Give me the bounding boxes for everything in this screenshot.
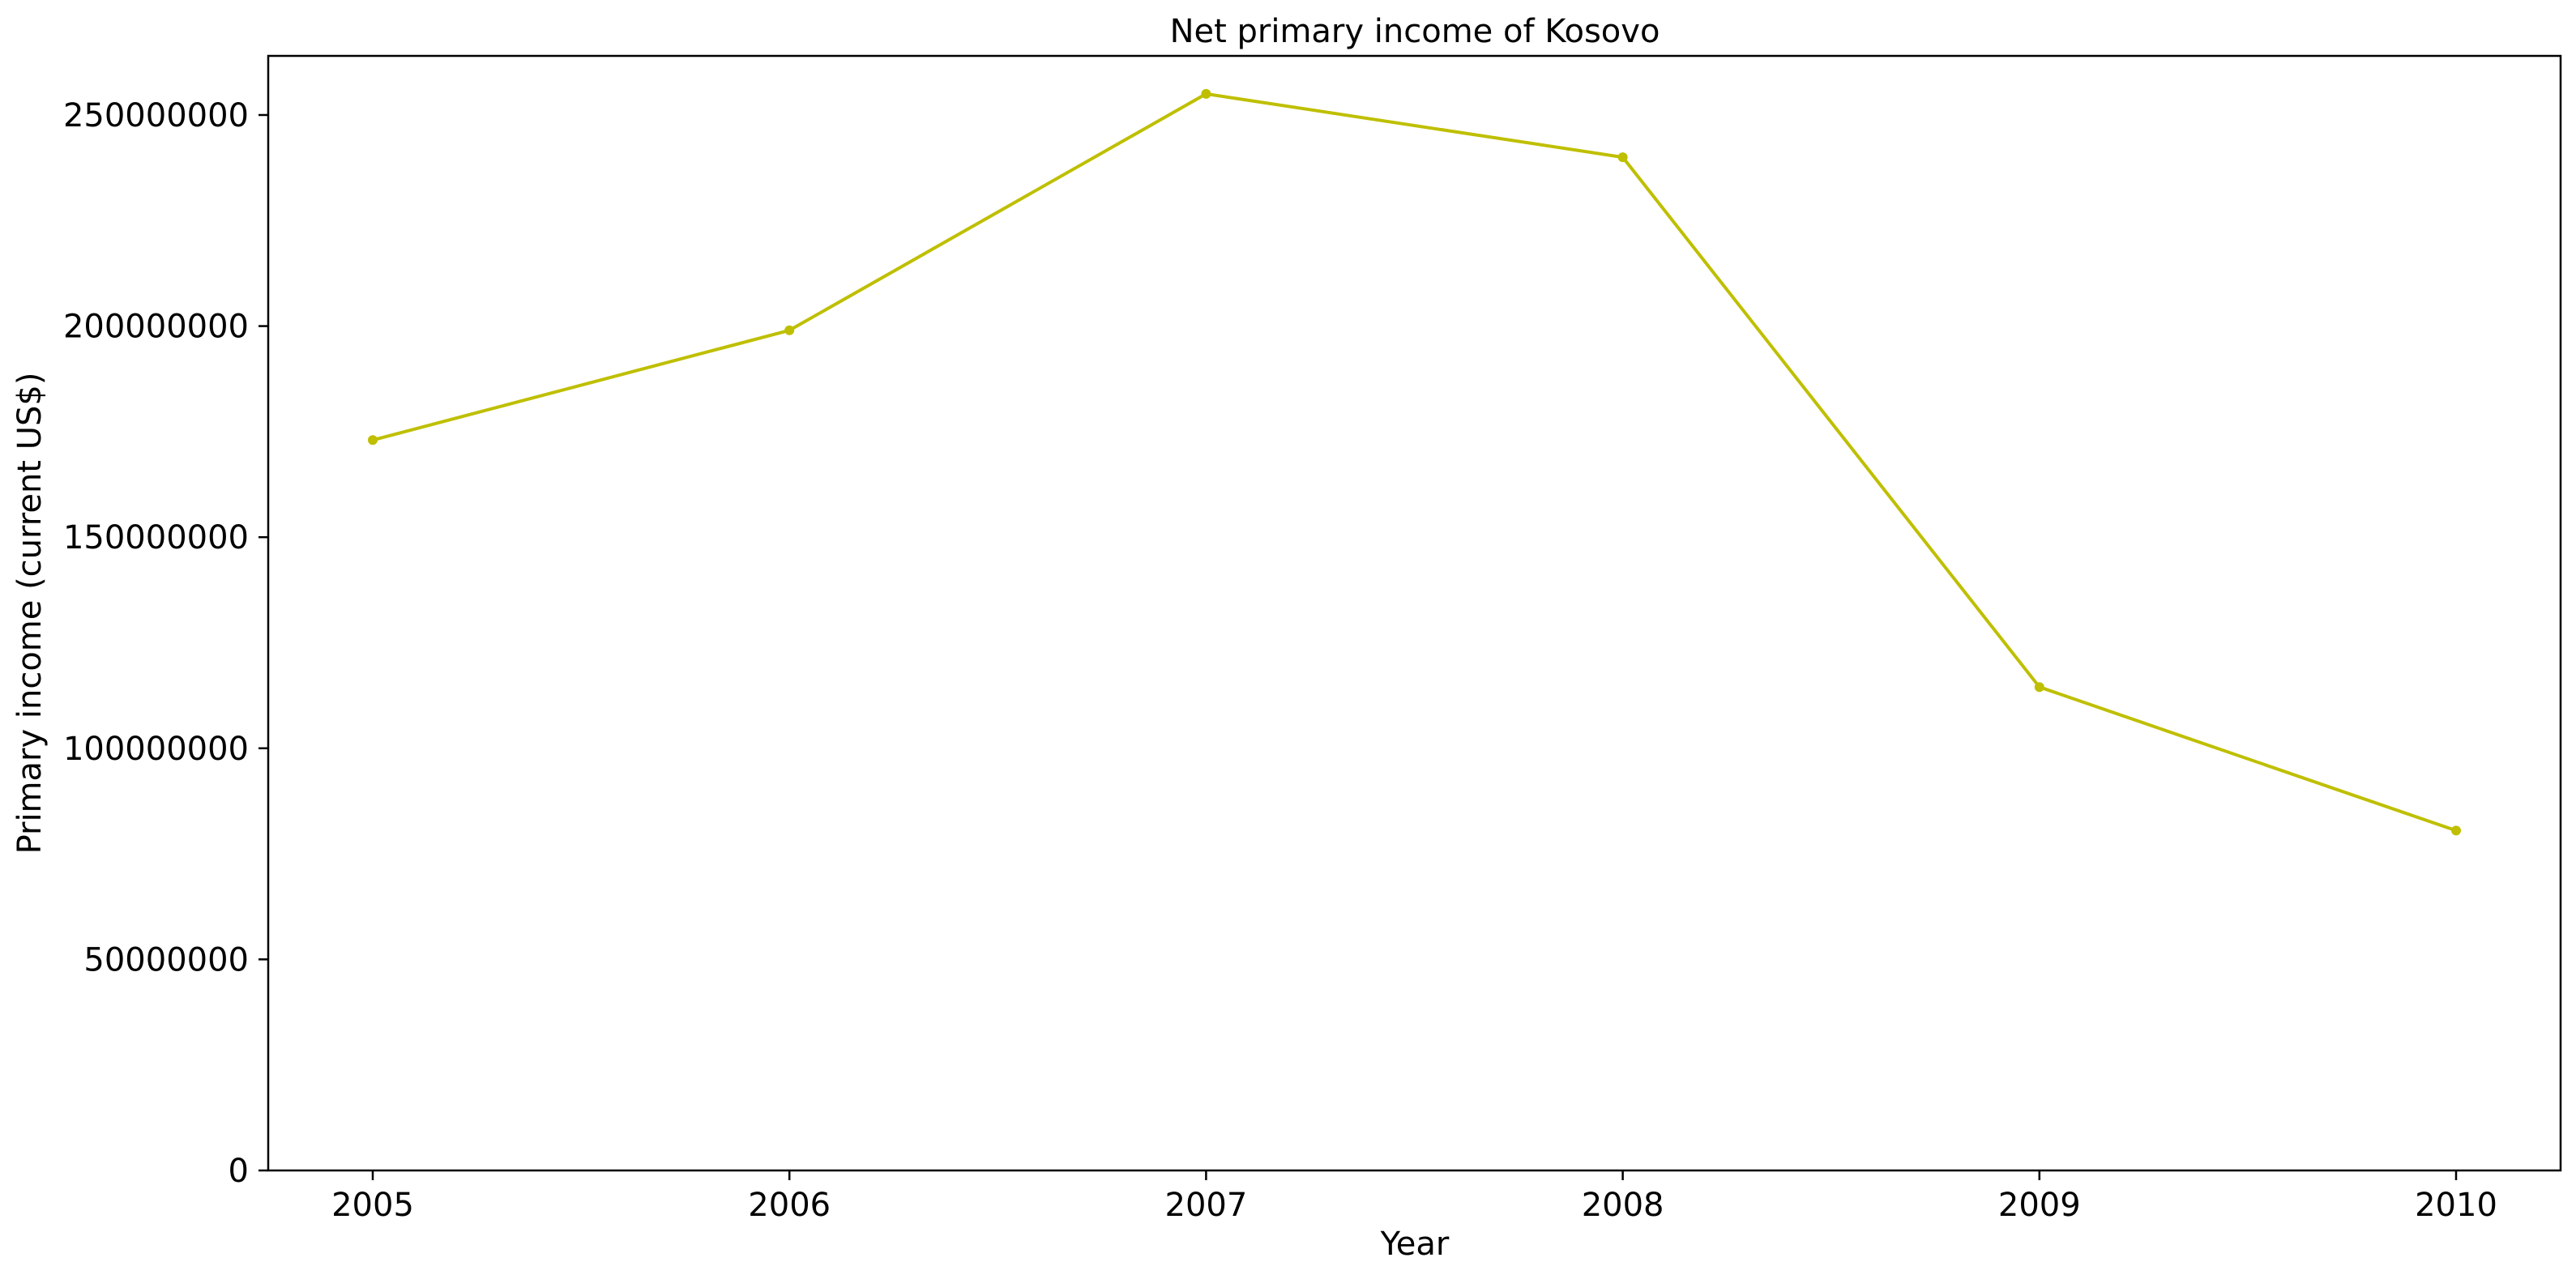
x-tick-label: 2007 xyxy=(1165,1187,1248,1224)
x-tick-label: 2009 xyxy=(1998,1187,2081,1224)
chart-title: Net primary income of Kosovo xyxy=(1170,13,1660,50)
x-tick-label: 2008 xyxy=(1582,1187,1664,1224)
y-tick-label: 50000000 xyxy=(83,941,249,978)
data-point xyxy=(2451,825,2461,836)
x-tick-label: 2010 xyxy=(2415,1187,2497,1224)
series-line xyxy=(372,92,2457,833)
data-point xyxy=(1617,152,1628,163)
y-tick-label: 100000000 xyxy=(63,731,249,768)
series-layer xyxy=(368,88,2461,836)
y-axis-ticks: 0 50000000 100000000 150000000 200000000 2500… xyxy=(63,97,268,1190)
data-point xyxy=(784,325,795,335)
y-tick-label: 250000000 xyxy=(63,97,249,134)
x-axis-ticks: 2005 2006 2007 2008 2009 2010 xyxy=(331,1170,2497,1224)
plot-area-frame xyxy=(267,54,2562,1172)
data-point xyxy=(1201,88,1211,99)
data-point xyxy=(368,435,378,446)
x-tick-label: 2006 xyxy=(748,1187,831,1224)
x-axis-title: Year xyxy=(1380,1226,1450,1263)
x-tick-label: 2005 xyxy=(331,1187,414,1224)
data-point xyxy=(2034,682,2044,693)
y-tick-label: 0 xyxy=(229,1153,249,1190)
y-tick-label: 150000000 xyxy=(63,519,249,556)
y-tick-label: 200000000 xyxy=(63,309,249,346)
y-axis-title: Primary income (current US$) xyxy=(11,373,49,855)
